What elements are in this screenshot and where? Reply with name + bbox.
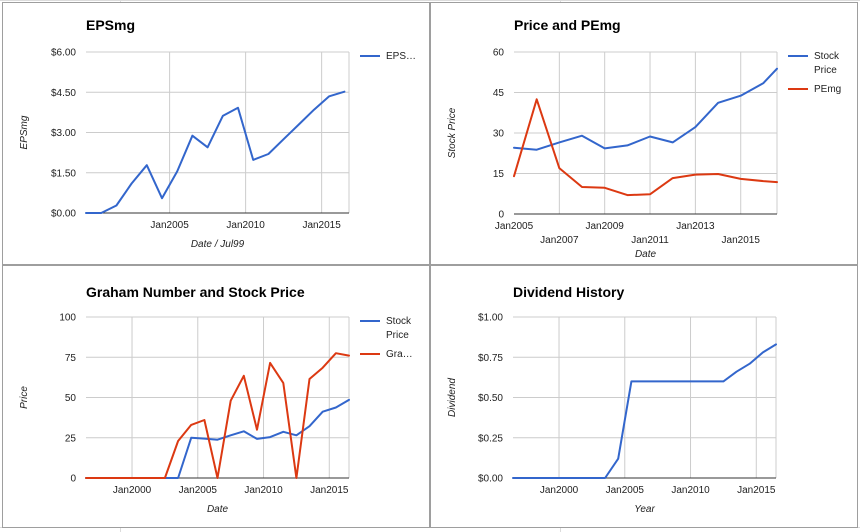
legend-label-line2: Price	[386, 330, 409, 341]
series-line	[513, 67, 778, 151]
y-tick-label: 100	[59, 313, 76, 324]
x-tick-label: Jan2007	[540, 235, 579, 246]
x-axis-label: Year	[634, 504, 655, 515]
legend-label: Stock	[386, 316, 412, 327]
y-tick-label: $1.50	[51, 168, 76, 179]
y-tick-label: 25	[65, 433, 77, 444]
dividend-chart-panel: Dividend History $0.00 $0.25 $0.50 $0.75 $1.0…	[430, 265, 858, 528]
y-tick-label: $1.00	[478, 313, 503, 324]
legend-label: EPS…	[386, 51, 416, 62]
x-tick-label: Jan2005	[150, 220, 189, 231]
eps-chart: EPSmg $0.00 $1.50 $3.00 $4.50 $6.00 Jan2005 Jan…	[19, 17, 416, 250]
y-axis-label: Price	[19, 386, 30, 409]
series-line	[513, 98, 778, 197]
y-tick-label: 0	[70, 474, 76, 485]
x-tick-label: Jan2005	[179, 485, 218, 496]
y-tick-label: 30	[493, 129, 505, 140]
x-tick-label: Jan2015	[737, 485, 776, 496]
graham-chart-panel: Graham Number and Stock Price 0 25 50 75 100 J…	[2, 265, 430, 528]
x-tick-label: Jan2015	[310, 485, 349, 496]
x-tick-label: Jan2009	[586, 221, 625, 232]
y-axis-label: Stock Price	[447, 107, 458, 158]
chart-title: Dividend History	[513, 284, 624, 300]
series-line	[85, 352, 350, 479]
legend-label-line2: Price	[814, 65, 837, 76]
dividend-chart: Dividend History $0.00 $0.25 $0.50 $0.75 $1.0…	[447, 284, 777, 515]
chart-title: EPSmg	[86, 17, 135, 33]
legend-label: PEmg	[814, 84, 841, 95]
eps-chart-panel: EPSmg $0.00 $1.50 $3.00 $4.50 $6.00 Jan2005 Jan…	[2, 2, 430, 265]
series-line	[512, 343, 777, 479]
graham-chart: Graham Number and Stock Price 0 25 50 75 100 J…	[19, 284, 413, 515]
chart-title: Price and PEmg	[514, 17, 621, 33]
y-tick-label: 60	[493, 48, 505, 59]
x-tick-label: Jan2000	[540, 485, 579, 496]
series-line	[85, 398, 350, 479]
y-axis-label: EPSmg	[19, 115, 30, 149]
x-tick-label: Jan2015	[302, 220, 341, 231]
x-tick-label: Jan2005	[495, 221, 534, 232]
x-tick-label: Jan2005	[606, 485, 645, 496]
x-axis-label: Date / Jul99	[191, 239, 245, 250]
y-tick-label: 75	[65, 353, 77, 364]
y-tick-label: $3.00	[51, 128, 76, 139]
y-tick-label: 15	[493, 169, 505, 180]
y-tick-label: 50	[65, 393, 77, 404]
y-tick-label: $6.00	[51, 48, 76, 59]
legend-label: Gra…	[386, 349, 413, 360]
x-tick-label: Jan2015	[722, 235, 761, 246]
y-tick-label: 0	[498, 210, 504, 221]
x-tick-label: Jan2000	[113, 485, 152, 496]
y-tick-label: $4.50	[51, 88, 76, 99]
y-tick-label: 45	[493, 88, 505, 99]
y-tick-label: $0.25	[478, 433, 503, 444]
series-line	[85, 90, 346, 214]
x-tick-label: Jan2011	[631, 235, 669, 246]
y-tick-label: $0.75	[478, 353, 503, 364]
chart-title: Graham Number and Stock Price	[86, 284, 305, 300]
x-tick-label: Jan2010	[671, 485, 710, 496]
price-pe-chart-panel: Price and PEmg 0 15 30 45 60 Jan2005 Jan2007 Jan…	[430, 2, 858, 265]
x-tick-label: Jan2010	[226, 220, 265, 231]
x-tick-label: Jan2013	[676, 221, 715, 232]
x-axis-label: Date	[207, 504, 229, 515]
y-tick-label: $0.00	[478, 474, 503, 485]
x-tick-label: Jan2010	[244, 485, 283, 496]
x-axis-label: Date	[635, 249, 657, 260]
y-tick-label: $0.00	[51, 209, 76, 220]
legend-label: Stock	[814, 51, 840, 62]
y-axis-label: Dividend	[447, 378, 458, 417]
y-tick-label: $0.50	[478, 393, 503, 404]
price-pe-chart: Price and PEmg 0 15 30 45 60 Jan2005 Jan2007 Jan…	[447, 17, 841, 260]
